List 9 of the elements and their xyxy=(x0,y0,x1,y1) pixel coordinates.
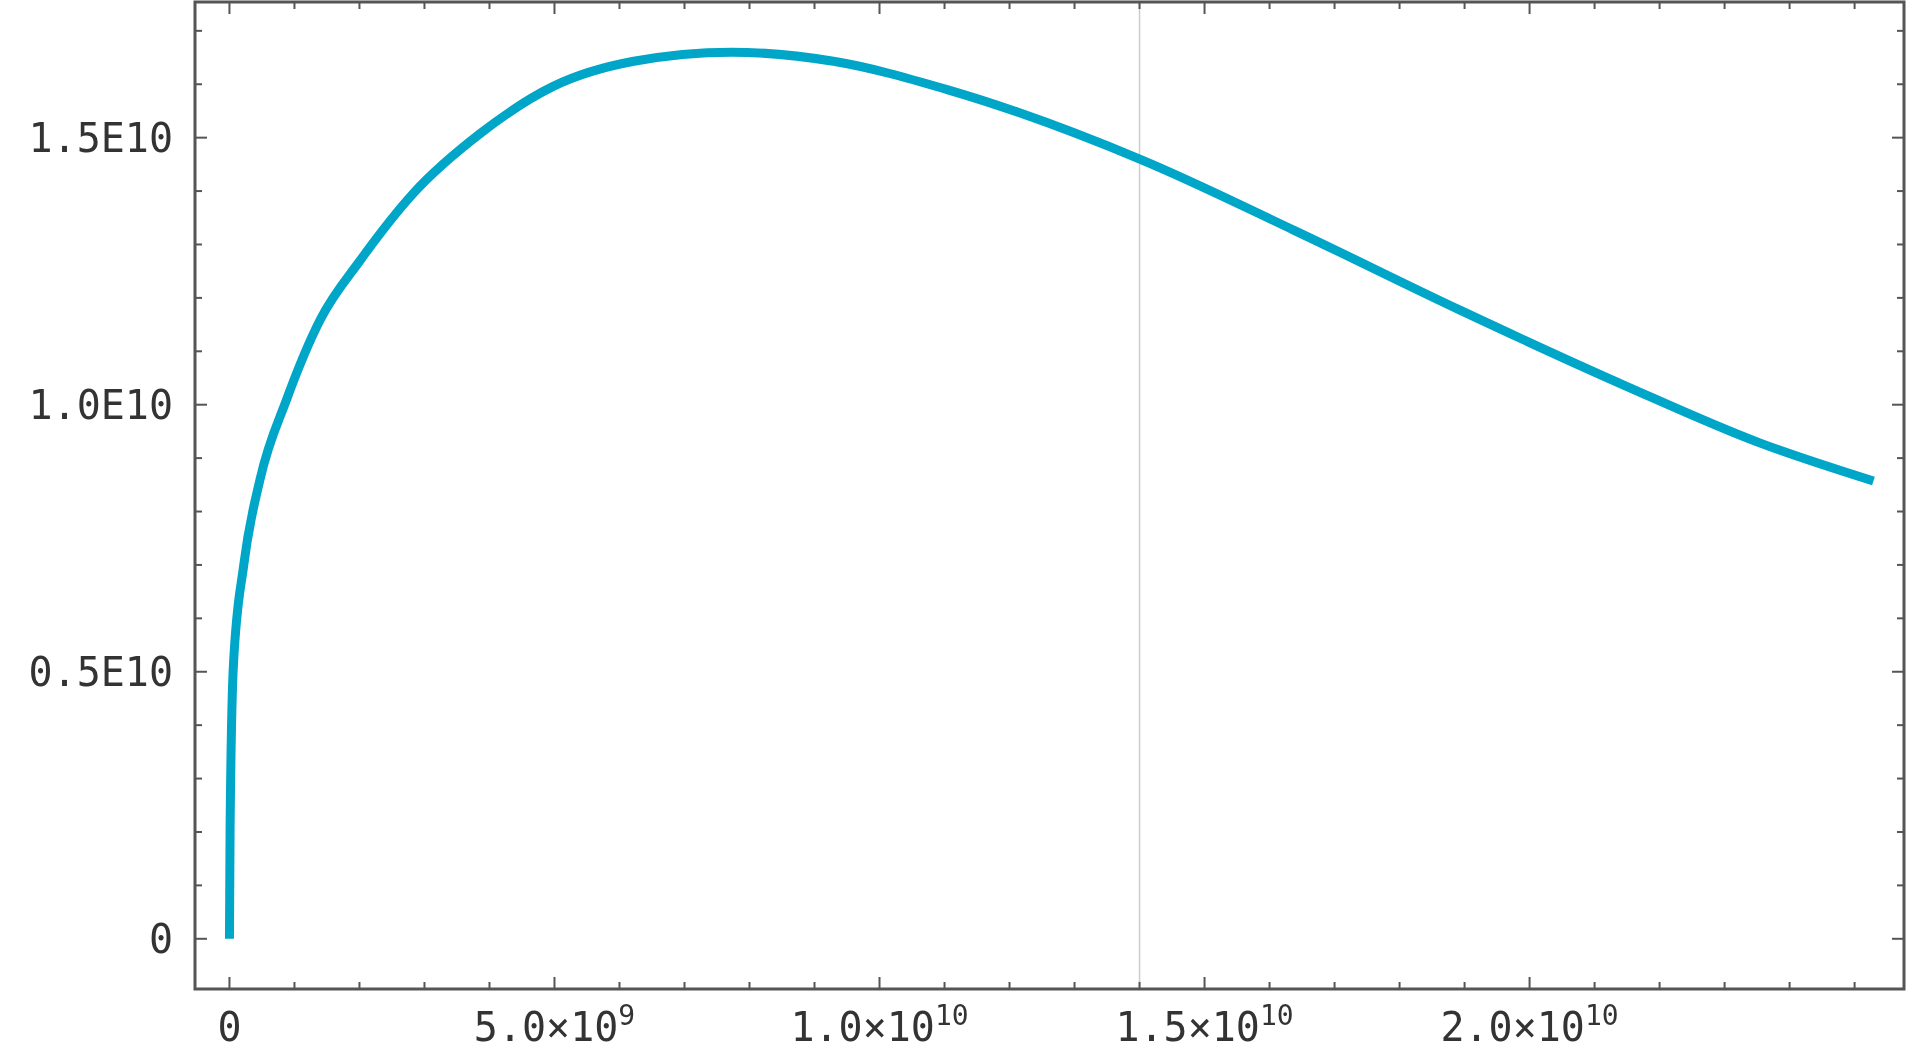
x-tick-label: 0 xyxy=(217,1004,242,1050)
y-tick-label: 0.5E10 xyxy=(28,648,173,695)
x-tick-label: 2.0×10$^{10}$ xyxy=(1440,998,1619,1050)
y-tick-label: 1.0E10 xyxy=(28,381,173,428)
x-tick-label: 1.5×10$^{10}$ xyxy=(1115,998,1294,1050)
y-tick-label: 0 xyxy=(148,915,173,962)
y-tick-label: 1.5E10 xyxy=(28,114,173,161)
x-tick-label: 1.0×10$^{10}$ xyxy=(790,998,969,1050)
x-tick-label: 5.0×10$^{9}$ xyxy=(473,998,636,1050)
